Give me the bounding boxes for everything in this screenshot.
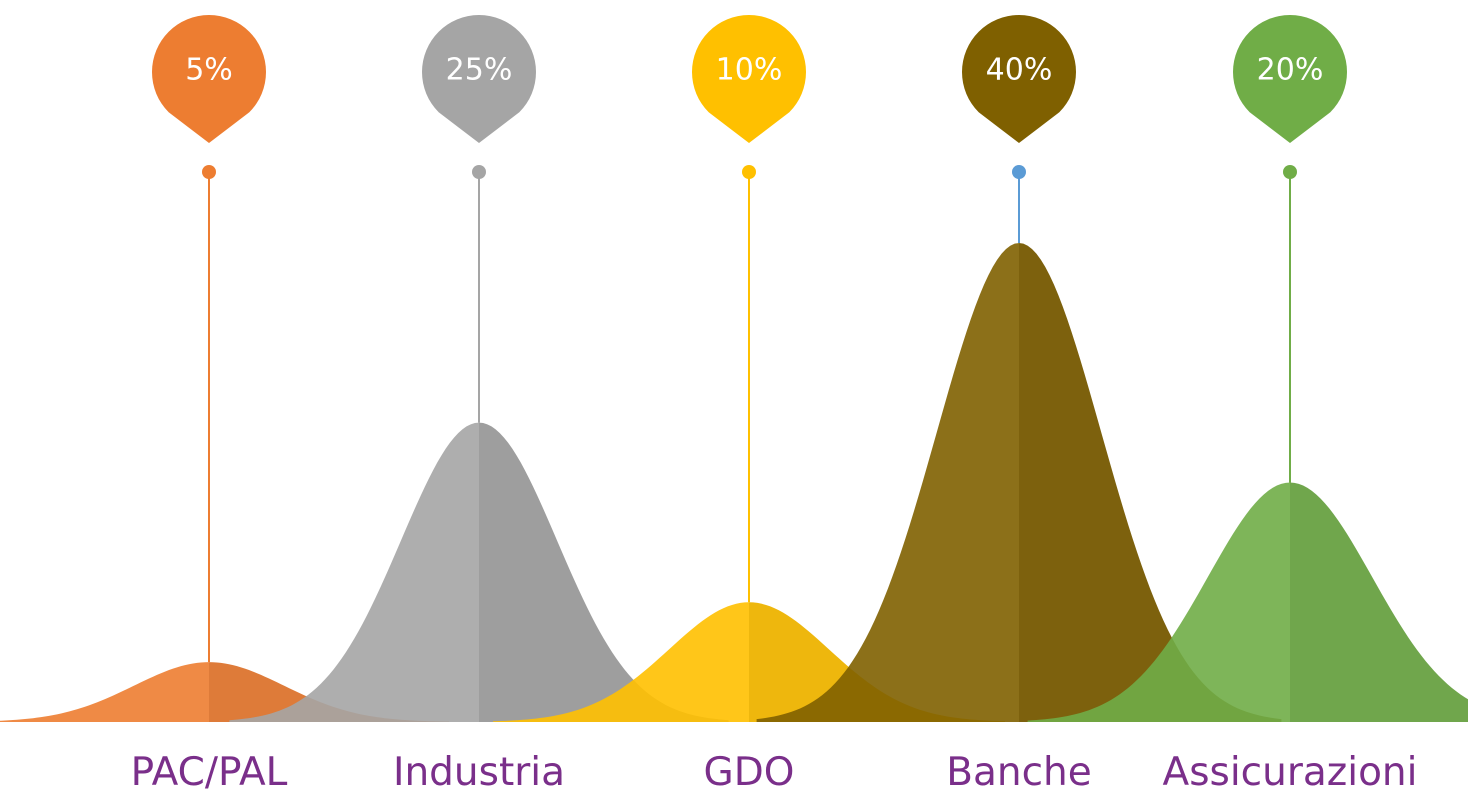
curve-banche-left	[756, 243, 1019, 722]
leader-dot-gdo	[742, 165, 756, 179]
leader-line-layer	[202, 165, 1297, 663]
leader-dot-pac-pal	[202, 165, 216, 179]
pin-label-assicurazioni: 20%	[1257, 53, 1324, 88]
pin-banche	[962, 15, 1076, 143]
pin-label-industria: 25%	[446, 53, 513, 88]
category-label-gdo: GDO	[704, 750, 795, 789]
pin-layer: 5% 25% 10% 40% 20%	[151, 15, 1348, 144]
curve-industria-right	[479, 422, 729, 722]
pin-assicurazioni	[1233, 15, 1348, 144]
pin-label-pac-pal: 5%	[185, 53, 233, 88]
leader-dot-assicurazioni	[1283, 165, 1297, 179]
pin-gdo	[692, 15, 806, 143]
category-label-pac-pal: PAC/PAL	[131, 750, 288, 789]
curve-pac-pal-right	[209, 662, 449, 722]
curve-assicurazioni-right	[1290, 482, 1468, 722]
curve-banche-right	[1019, 243, 1282, 722]
curve-gdo-left	[493, 602, 749, 722]
category-label-layer: PAC/PAL Industria GDO Banche Assicurazioni	[131, 750, 1418, 789]
category-label-industria: Industria	[393, 750, 565, 789]
curve-gdo-right	[749, 602, 1005, 722]
curve-layer	[0, 243, 1468, 722]
curve-industria-left	[229, 422, 479, 722]
leader-dot-banche	[1012, 165, 1026, 179]
curve-assicurazioni-left	[1027, 482, 1290, 722]
pin-label-banche: 40%	[986, 53, 1053, 88]
pin-label-gdo: 10%	[716, 53, 783, 88]
pin-pac-pal	[151, 15, 266, 143]
curve-pac-pal-left	[0, 662, 209, 722]
category-label-assicurazioni: Assicurazioni	[1163, 750, 1418, 789]
leader-dot-industria	[472, 165, 486, 179]
pin-industria	[422, 15, 537, 143]
category-label-banche: Banche	[946, 750, 1092, 789]
